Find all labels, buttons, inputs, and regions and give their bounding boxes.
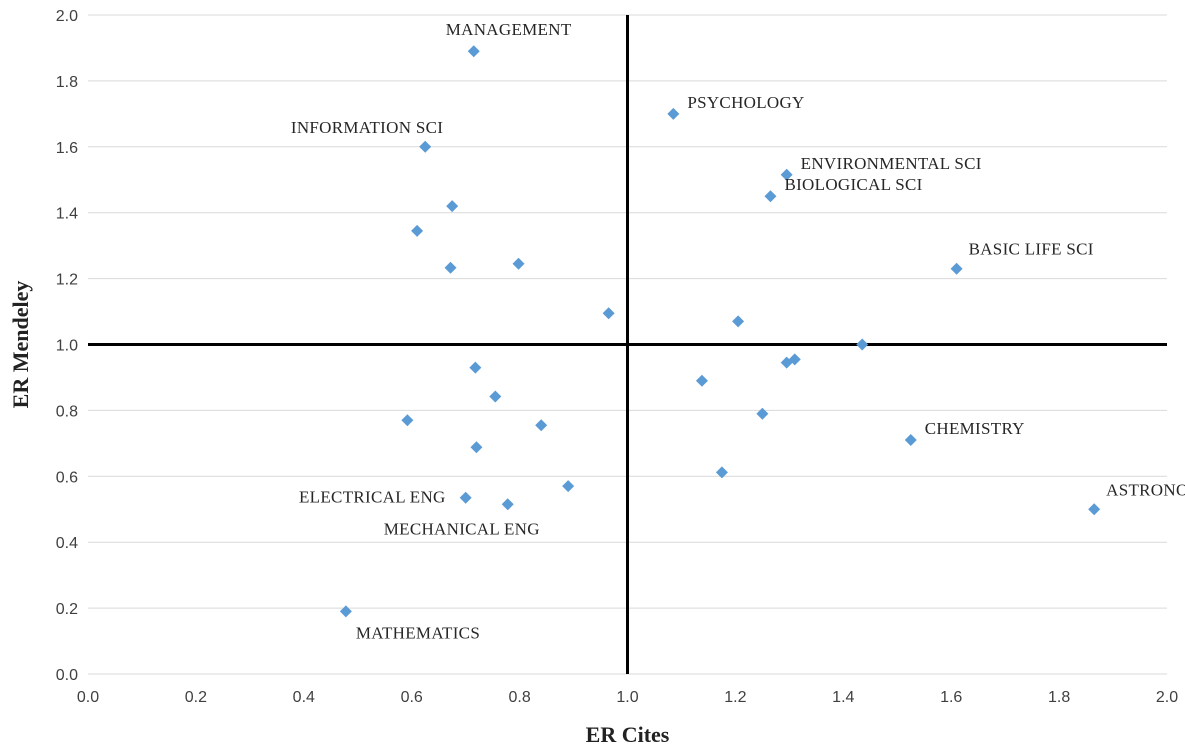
y-tick-label-5: 1.0 xyxy=(56,338,78,355)
x-axis-tick-labels: 0.0 0.2 0.4 0.6 0.8 1.0 1.2 1.4 1.6 1.8 2.0 xyxy=(77,689,1178,706)
x-tick-label-0: 0.0 xyxy=(77,689,99,706)
x-tick-label-5: 1.0 xyxy=(616,689,638,706)
data-point-18 xyxy=(756,407,769,420)
point-label-9: BASIC LIFE SCI xyxy=(969,240,1094,259)
point-label-27: ASTRONOMY xyxy=(1106,480,1185,499)
point-label-28: MATHEMATICS xyxy=(356,623,480,642)
point-label-21: CHEMISTRY xyxy=(925,419,1025,438)
data-point-10 xyxy=(602,307,615,320)
reference-lines xyxy=(88,15,1167,674)
point-label-1: PSYCHOLOGY xyxy=(687,93,804,112)
point-label-25: ELECTRICAL ENG xyxy=(299,488,446,507)
point-label-0: MANAGEMENT xyxy=(446,20,572,39)
data-point-6 xyxy=(411,224,424,237)
data-point-23 xyxy=(715,466,728,479)
y-axis-tick-labels: 0.0 0.2 0.4 0.6 0.8 1.0 1.2 1.4 1.6 1.8 2.0 xyxy=(56,8,78,684)
data-point-20 xyxy=(535,419,548,432)
x-tick-label-3: 0.6 xyxy=(401,689,423,706)
y-tick-label-4: 0.8 xyxy=(56,403,78,420)
data-point-11 xyxy=(732,315,745,328)
x-tick-label-9: 1.8 xyxy=(1048,689,1070,706)
data-point-15 xyxy=(469,361,482,374)
data-point-27 xyxy=(1088,503,1101,516)
y-tick-label-1: 0.2 xyxy=(56,601,78,618)
data-point-7 xyxy=(444,261,457,274)
x-tick-label-2: 0.4 xyxy=(293,689,315,706)
data-point-8 xyxy=(512,257,525,270)
y-tick-label-2: 0.4 xyxy=(56,535,78,552)
data-point-4 xyxy=(764,190,777,203)
y-tick-label-9: 1.8 xyxy=(56,74,78,91)
data-point-3 xyxy=(780,168,793,181)
data-point-14 xyxy=(788,353,801,366)
data-point-19 xyxy=(401,414,414,427)
point-labels: MANAGEMENT PSYCHOLOGY INFORMATION SCI ENVIR… xyxy=(291,20,1185,642)
data-point-26 xyxy=(501,498,514,511)
data-point-22 xyxy=(470,441,483,454)
y-axis-title: ER Mendeley xyxy=(8,281,33,409)
data-point-28 xyxy=(339,605,352,618)
data-point-24 xyxy=(562,480,575,493)
x-tick-label-10: 2.0 xyxy=(1156,689,1178,706)
point-label-2: INFORMATION SCI xyxy=(291,118,443,137)
data-point-21 xyxy=(904,434,917,447)
point-label-4: BIOLOGICAL SCI xyxy=(784,175,922,194)
y-tick-label-8: 1.6 xyxy=(56,140,78,157)
data-point-25 xyxy=(459,491,472,504)
y-tick-label-7: 1.4 xyxy=(56,206,78,223)
data-point-0 xyxy=(467,45,480,58)
data-point-9 xyxy=(950,262,963,275)
y-tick-label-6: 1.2 xyxy=(56,272,78,289)
x-tick-label-7: 1.4 xyxy=(832,689,854,706)
x-tick-label-1: 0.2 xyxy=(185,689,207,706)
y-tick-label-0: 0.0 xyxy=(56,667,78,684)
x-tick-label-6: 1.2 xyxy=(724,689,746,706)
data-point-12 xyxy=(856,338,869,351)
data-point-5 xyxy=(446,200,459,213)
point-label-3: ENVIRONMENTAL SCI xyxy=(801,154,982,173)
x-tick-label-8: 1.6 xyxy=(940,689,962,706)
data-point-17 xyxy=(489,390,502,403)
point-label-26: MECHANICAL ENG xyxy=(384,519,540,538)
x-tick-label-4: 0.8 xyxy=(508,689,530,706)
data-point-2 xyxy=(419,140,432,153)
data-points xyxy=(339,45,1101,618)
y-tick-label-3: 0.6 xyxy=(56,469,78,486)
y-tick-label-10: 2.0 xyxy=(56,8,78,25)
x-axis-title: ER Cites xyxy=(586,722,670,747)
data-point-1 xyxy=(667,107,680,120)
data-point-16 xyxy=(695,374,708,387)
